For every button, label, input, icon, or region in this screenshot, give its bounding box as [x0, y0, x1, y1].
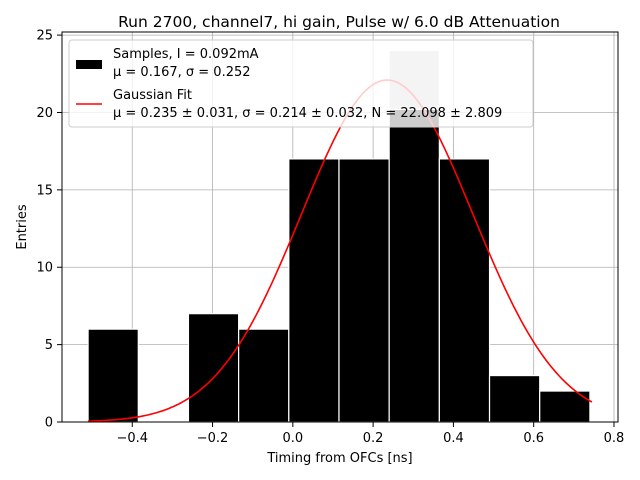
legend: Samples, I = 0.092mA μ = 0.167, σ = 0.25… [68, 39, 534, 128]
y-tick-label-2: 10 [36, 261, 53, 276]
histogram-bar-8 [488, 374, 541, 423]
legend-fit-label: Gaussian Fit [113, 88, 192, 103]
x-tick-label-3: 0.2 [363, 431, 384, 446]
histogram-bar-2 [187, 313, 240, 423]
legend-fit-stats: μ = 0.235 ± 0.031, σ = 0.214 ± 0.032, N … [113, 106, 502, 121]
legend-histogram-label: Samples, I = 0.092mA [113, 47, 259, 62]
x-tick-label-5: 0.6 [523, 431, 544, 446]
histogram-bar-0 [87, 328, 139, 423]
y-axis-label: Entries [15, 204, 30, 250]
x-tick-label-4: 0.4 [443, 431, 464, 446]
histogram-bar-4 [288, 158, 340, 423]
x-tick-label-2: 0.0 [282, 431, 303, 446]
y-axis-ticks: 0 5 10 15 20 25 [36, 29, 62, 431]
y-tick-label-1: 5 [45, 338, 53, 353]
legend-box [68, 39, 534, 128]
x-axis-ticks: −0.4 −0.2 0.0 0.2 0.4 0.6 0.8 [116, 422, 624, 446]
y-tick-label-3: 15 [36, 183, 53, 198]
histogram-bar-5 [338, 158, 390, 423]
legend-histogram-stats: μ = 0.167, σ = 0.252 [113, 65, 251, 80]
legend-histogram-swatch [76, 60, 102, 69]
y-tick-label-4: 20 [36, 106, 53, 121]
y-tick-label-0: 0 [45, 416, 53, 431]
x-tick-label-6: 0.8 [604, 431, 625, 446]
histogram-bar-7 [438, 158, 491, 423]
gaussian-fit-line [88, 79, 593, 422]
x-axis-label: Timing from OFCs [ns] [266, 451, 412, 466]
x-tick-label-0: −0.4 [116, 431, 148, 446]
plot-area-frame [61, 31, 619, 423]
chart-title: Run 2700, channel7, hi gain, Pulse w/ 6.… [118, 13, 560, 31]
x-tick-label-1: −0.2 [197, 431, 229, 446]
y-tick-label-5: 25 [36, 29, 53, 44]
histogram-bar-3 [238, 328, 290, 423]
